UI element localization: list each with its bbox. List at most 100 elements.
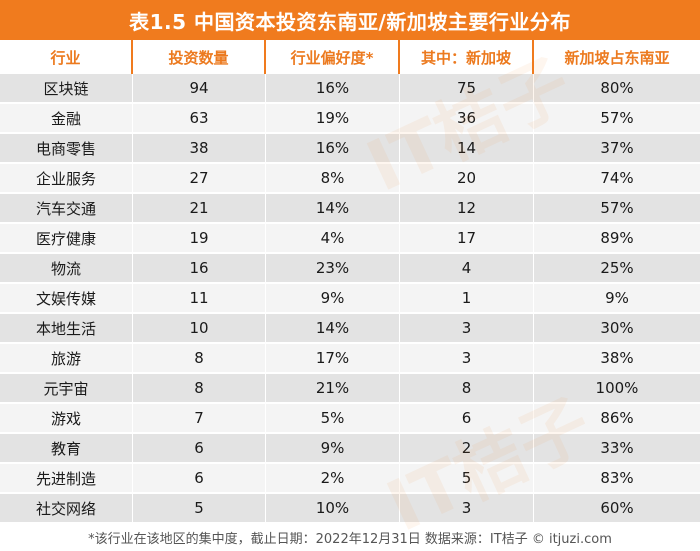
cell-industry-preference: 8% [266, 164, 400, 192]
cell-industry-preference: 9% [266, 434, 400, 462]
cell-industry: 物流 [0, 254, 133, 282]
cell-singapore: 8 [400, 374, 534, 402]
cell-industry: 医疗健康 [0, 224, 133, 252]
cell-industry-preference: 9% [266, 284, 400, 312]
cell-industry-preference: 16% [266, 134, 400, 162]
cell-industry-preference: 14% [266, 194, 400, 222]
cell-industry-preference: 5% [266, 404, 400, 432]
cell-singapore-share: 100% [595, 379, 639, 397]
cell-singapore: 75 [400, 74, 534, 102]
cell-industry: 游戏 [0, 404, 133, 432]
header-singapore: 其中：新加坡 [400, 40, 534, 74]
cell-singapore-share: 86% [600, 409, 634, 427]
cell-investment-count: 7 [133, 404, 266, 432]
header-singapore-share: 新加坡占东南亚 [564, 48, 670, 67]
footer-note: *该行业在该地区的集中度，截止日期：2022年12月31日 数据来源：IT桔子 … [88, 531, 612, 547]
table-row: 元宇宙 8 21% 8 100% [0, 374, 700, 404]
table-title: 表1.5 中国资本投资东南亚/新加坡主要行业分布 [0, 0, 700, 40]
cell-singapore-share: 33% [600, 439, 634, 457]
cell-investment-count: 38 [133, 134, 266, 162]
table-row: 汽车交通 21 14% 12 57% [0, 194, 700, 224]
cell-industry: 企业服务 [0, 164, 133, 192]
table-row: 社交网络 5 10% 3 60% [0, 494, 700, 524]
table-row: 旅游 8 17% 3 38% [0, 344, 700, 374]
cell-singapore-share: 30% [600, 319, 634, 337]
cell-singapore: 36 [400, 104, 534, 132]
cell-industry: 文娱传媒 [0, 284, 133, 312]
cell-investment-count: 94 [133, 74, 266, 102]
cell-singapore: 5 [400, 464, 534, 492]
industry-table: 行业 投资数量 行业偏好度* 其中：新加坡 新加坡占东南亚 区块链 94 16% 75… [0, 40, 700, 524]
cell-singapore-share: 83% [600, 469, 634, 487]
cell-singapore: 17 [400, 224, 534, 252]
cell-singapore-share: 57% [600, 109, 634, 127]
cell-industry-preference: 23% [266, 254, 400, 282]
cell-investment-count: 11 [133, 284, 266, 312]
table-row: 物流 16 23% 4 25% [0, 254, 700, 284]
table-row: 本地生活 10 14% 3 30% [0, 314, 700, 344]
cell-industry: 旅游 [0, 344, 133, 372]
cell-singapore: 6 [400, 404, 534, 432]
cell-industry: 本地生活 [0, 314, 133, 342]
cell-industry-preference: 10% [266, 494, 400, 522]
table-row: 电商零售 38 16% 14 37% [0, 134, 700, 164]
cell-singapore-share: 80% [600, 79, 634, 97]
cell-singapore: 12 [400, 194, 534, 222]
table-row: 医疗健康 19 4% 17 89% [0, 224, 700, 254]
cell-investment-count: 5 [133, 494, 266, 522]
cell-singapore: 4 [400, 254, 534, 282]
table-body: 区块链 94 16% 75 80% 金融 63 19% 36 57% 电商零售 38 16% 14 37% 企… [0, 74, 700, 524]
cell-singapore: 3 [400, 314, 534, 342]
cell-industry: 金融 [0, 104, 133, 132]
cell-singapore-share: 9% [605, 289, 629, 307]
cell-investment-count: 6 [133, 464, 266, 492]
cell-singapore: 20 [400, 164, 534, 192]
cell-industry-preference: 14% [266, 314, 400, 342]
table-row: 教育 6 9% 2 33% [0, 434, 700, 464]
cell-investment-count: 27 [133, 164, 266, 192]
cell-investment-count: 8 [133, 344, 266, 372]
cell-industry-preference: 17% [266, 344, 400, 372]
cell-singapore: 2 [400, 434, 534, 462]
cell-singapore: 3 [400, 494, 534, 522]
cell-industry: 社交网络 [0, 494, 133, 522]
cell-industry: 区块链 [0, 74, 133, 102]
cell-industry: 先进制造 [0, 464, 133, 492]
table-row: 游戏 7 5% 6 86% [0, 404, 700, 434]
table-row: 先进制造 6 2% 5 83% [0, 464, 700, 494]
cell-investment-count: 21 [133, 194, 266, 222]
header-investment-count: 投资数量 [133, 40, 266, 74]
table-row: 区块链 94 16% 75 80% [0, 74, 700, 104]
cell-industry: 元宇宙 [0, 374, 133, 402]
cell-singapore-share: 37% [600, 139, 634, 157]
cell-industry-preference: 2% [266, 464, 400, 492]
cell-singapore-share: 38% [600, 349, 634, 367]
cell-industry: 汽车交通 [0, 194, 133, 222]
cell-investment-count: 8 [133, 374, 266, 402]
cell-investment-count: 19 [133, 224, 266, 252]
cell-investment-count: 10 [133, 314, 266, 342]
cell-singapore-share: 25% [600, 259, 634, 277]
cell-singapore: 14 [400, 134, 534, 162]
cell-industry-preference: 4% [266, 224, 400, 252]
cell-investment-count: 6 [133, 434, 266, 462]
cell-singapore-share: 57% [600, 199, 634, 217]
cell-industry-preference: 19% [266, 104, 400, 132]
cell-industry-preference: 21% [266, 374, 400, 402]
cell-singapore: 3 [400, 344, 534, 372]
header-industry-preference: 行业偏好度* [266, 40, 400, 74]
cell-singapore-share: 60% [600, 499, 634, 517]
cell-singapore: 1 [400, 284, 534, 312]
table-row: 文娱传媒 11 9% 1 9% [0, 284, 700, 314]
cell-singapore-share: 89% [600, 229, 634, 247]
table-header-row: 行业 投资数量 行业偏好度* 其中：新加坡 新加坡占东南亚 [0, 40, 700, 74]
table-row: 企业服务 27 8% 20 74% [0, 164, 700, 194]
cell-investment-count: 16 [133, 254, 266, 282]
cell-industry: 电商零售 [0, 134, 133, 162]
cell-industry: 教育 [0, 434, 133, 462]
cell-singapore-share: 74% [600, 169, 634, 187]
cell-industry-preference: 16% [266, 74, 400, 102]
header-industry: 行业 [0, 40, 133, 74]
table-row: 金融 63 19% 36 57% [0, 104, 700, 134]
cell-investment-count: 63 [133, 104, 266, 132]
